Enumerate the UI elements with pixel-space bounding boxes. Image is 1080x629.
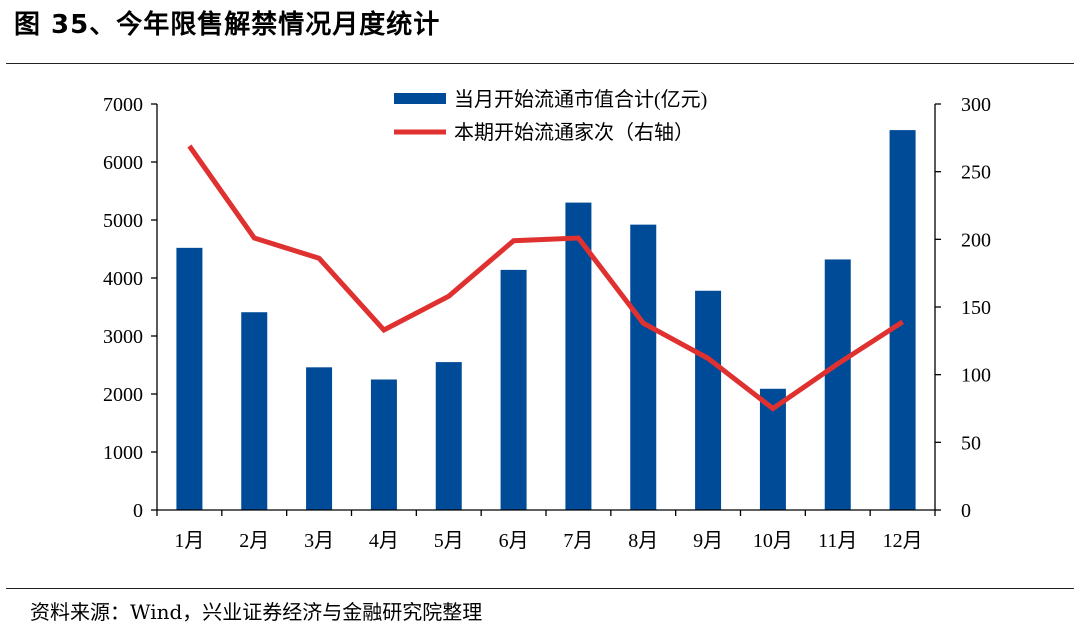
x-tick-label: 7月: [563, 530, 593, 552]
bar-3月: [306, 367, 333, 510]
y-right-tick-label: 150: [961, 297, 991, 319]
bar-12月: [889, 130, 916, 510]
bar-7月: [565, 202, 592, 510]
bar-9月: [695, 290, 722, 510]
y-left-tick-label: 1000: [103, 442, 143, 464]
bar-series: [176, 130, 916, 510]
x-tick-label: 1月: [174, 530, 204, 552]
y-right-tick-label: 100: [961, 365, 991, 387]
line-series: [187, 144, 904, 412]
y-left-tick-label: 5000: [103, 210, 143, 232]
x-tick-label: 3月: [304, 530, 334, 552]
bar-11月: [824, 259, 851, 510]
y-left-tick-label: 3000: [103, 326, 143, 348]
y-right-tick-label: 0: [961, 500, 971, 522]
x-tick-label: 11月: [818, 530, 857, 552]
chart-title: 图 35、今年限售解禁情况月度统计: [14, 10, 441, 40]
x-tick-label: 5月: [434, 530, 464, 552]
bar-1月: [176, 247, 203, 510]
y-left-tick-label: 7000: [103, 94, 143, 116]
bottom-rule: [6, 588, 1074, 589]
legend: 当月开始流通市值合计(亿元) 本期开始流通家次（右轴）: [394, 88, 707, 144]
bar-6月: [500, 269, 527, 510]
axes: 0 1000 2000 3000 4000 5000 6000 7000 0 50 100 150 20…: [103, 94, 991, 552]
x-tick-label: 9月: [693, 530, 723, 552]
y-right-tick-label: 250: [961, 162, 991, 184]
line-path: [187, 144, 904, 412]
bar-8月: [630, 224, 657, 510]
y-left-tick-label: 0: [133, 500, 143, 522]
legend-line-label: 本期开始流通家次（右轴）: [454, 121, 694, 144]
y-left-tick-label: 4000: [103, 268, 143, 290]
y-right-tick-label: 50: [961, 432, 981, 454]
y-left-tick-label: 6000: [103, 152, 143, 174]
bar-5月: [435, 362, 462, 510]
y-left-tick-label: 2000: [103, 384, 143, 406]
x-tick-label: 2月: [239, 530, 269, 552]
bar-4月: [370, 379, 397, 510]
y-right-tick-label: 300: [961, 94, 991, 116]
legend-bar-label: 当月开始流通市值合计(亿元): [454, 88, 707, 111]
x-tick-label: 12月: [883, 530, 923, 552]
x-tick-label: 10月: [753, 530, 793, 552]
y-right-tick-label: 200: [961, 229, 991, 251]
source-note: 资料来源：Wind，兴业证券经济与金融研究院整理: [30, 600, 483, 624]
x-tick-label: 6月: [499, 530, 529, 552]
bar-2月: [241, 312, 268, 510]
x-tick-label: 4月: [369, 530, 399, 552]
legend-bar-swatch: [394, 93, 446, 104]
top-rule: [6, 63, 1074, 64]
x-tick-label: 8月: [628, 530, 658, 552]
